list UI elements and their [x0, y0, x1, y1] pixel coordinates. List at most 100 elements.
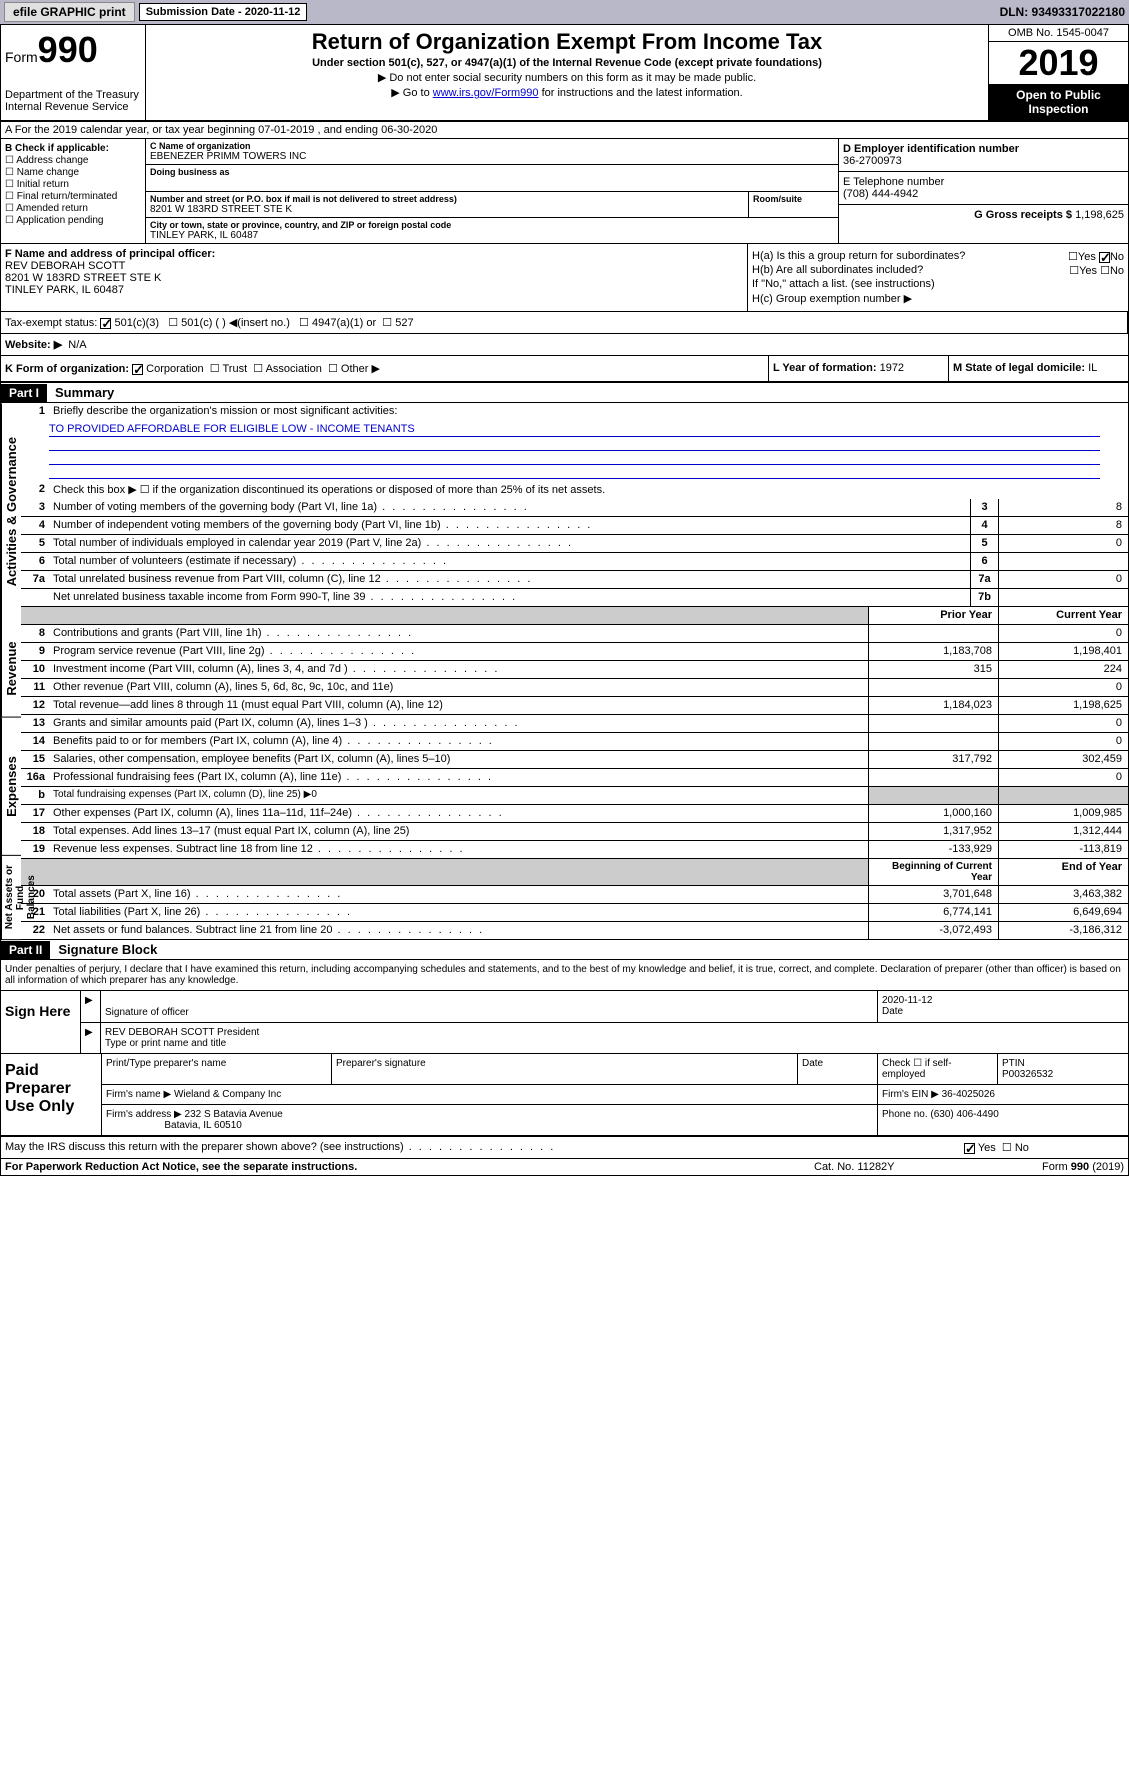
l20-prior: 3,701,648 [868, 886, 998, 903]
chk-address-change[interactable]: ☐ Address change [5, 155, 141, 166]
type-name-label: Type or print name and title [105, 1038, 1124, 1049]
discuss-text: May the IRS discuss this return with the… [5, 1141, 964, 1154]
dept-treasury: Department of the Treasury [5, 89, 141, 101]
gross-receipts: 1,198,625 [1075, 209, 1124, 221]
c-name-label: C Name of organization [150, 141, 834, 151]
l20-curr: 3,463,382 [998, 886, 1128, 903]
form-number: 990 [38, 29, 98, 70]
irs-link[interactable]: www.irs.gov/Form990 [433, 87, 539, 99]
l8-curr: 0 [998, 625, 1128, 642]
paid-preparer: Paid Preparer Use Only Print/Type prepar… [1, 1053, 1128, 1137]
date-label: Date [882, 1006, 1124, 1017]
m-label: M State of legal domicile: [953, 362, 1085, 374]
firm-addr-label: Firm's address ▶ [106, 1109, 182, 1120]
section-f: F Name and address of principal officer:… [1, 244, 748, 311]
efile-btn[interactable]: efile GRAPHIC print [4, 2, 135, 22]
l11-prior [868, 679, 998, 696]
l1-desc: Briefly describe the organization's miss… [49, 403, 1128, 421]
side-governance: Activities & Governance [1, 403, 21, 620]
ha-label: H(a) Is this a group return for subordin… [752, 250, 965, 262]
l9-curr: 1,198,401 [998, 643, 1128, 660]
l22-curr: -3,186,312 [998, 922, 1128, 939]
tax-year: 2019 [989, 42, 1128, 84]
officer-name: REV DEBORAH SCOTT [5, 260, 743, 272]
eoy-hdr: End of Year [998, 859, 1128, 885]
section-i: Tax-exempt status: 501(c)(3) ☐ 501(c) ( … [1, 312, 1128, 334]
note-ssn: ▶ Do not enter social security numbers o… [154, 71, 980, 84]
l11-curr: 0 [998, 679, 1128, 696]
irs: Internal Revenue Service [5, 101, 141, 113]
chk-name-change[interactable]: ☐ Name change [5, 167, 141, 178]
l13-curr: 0 [998, 715, 1128, 732]
l16a-curr: 0 [998, 769, 1128, 786]
l16a-desc: Professional fundraising fees (Part IX, … [49, 769, 868, 786]
l5-desc: Total number of individuals employed in … [49, 535, 970, 552]
l10-curr: 224 [998, 661, 1128, 678]
firm-addr1: 232 S Batavia Avenue [185, 1109, 283, 1120]
side-netassets: Net Assets or Fund Balances [1, 856, 21, 940]
chk-corporation [132, 364, 143, 375]
section-c: C Name of organization EBENEZER PRIMM TO… [146, 139, 838, 243]
prior-year-hdr: Prior Year [868, 607, 998, 624]
section-klm: K Form of organization: Corporation ☐ Tr… [1, 356, 1128, 383]
ein: 36-2700973 [843, 155, 1124, 167]
sig-date: 2020-11-12 [882, 995, 1124, 1006]
ha-no-checked [1099, 252, 1110, 263]
sig-officer-label: Signature of officer [101, 991, 878, 1022]
e-label: E Telephone number [843, 176, 1124, 188]
l14-prior [868, 733, 998, 750]
firm-ein: 36-4025026 [942, 1089, 995, 1100]
dba-label: Doing business as [150, 167, 834, 177]
k-label: K Form of organization: [5, 363, 129, 375]
l5-val: 0 [998, 535, 1128, 552]
section-fh: F Name and address of principal officer:… [1, 244, 1128, 312]
side-revenue: Revenue [1, 620, 21, 718]
footer: For Paperwork Reduction Act Notice, see … [1, 1158, 1128, 1175]
l12-curr: 1,198,625 [998, 697, 1128, 714]
chk-app-pending[interactable]: ☐ Application pending [5, 215, 141, 226]
l4-val: 8 [998, 517, 1128, 534]
section-deg: D Employer identification number36-27009… [838, 139, 1128, 243]
submission-date: Submission Date - 2020-11-12 [139, 3, 308, 21]
part2-badge: Part II [1, 941, 50, 959]
part1-title: Summary [47, 383, 122, 402]
l21-curr: 6,649,694 [998, 904, 1128, 921]
l9-desc: Program service revenue (Part VIII, line… [49, 643, 868, 660]
ptin-label: PTIN [1002, 1058, 1124, 1069]
officer-printed: REV DEBORAH SCOTT President [105, 1027, 1124, 1038]
f-label: F Name and address of principal officer: [5, 248, 743, 260]
l3-desc: Number of voting members of the governin… [49, 499, 970, 516]
chk-amended[interactable]: ☐ Amended return [5, 203, 141, 214]
l9-prior: 1,183,708 [868, 643, 998, 660]
l14-curr: 0 [998, 733, 1128, 750]
cat-no: Cat. No. 11282Y [814, 1161, 974, 1173]
paid-label: Paid Preparer Use Only [1, 1054, 101, 1135]
section-h: H(a) Is this a group return for subordin… [748, 244, 1128, 311]
l19-curr: -113,819 [998, 841, 1128, 858]
hb-label: H(b) Are all subordinates included? [752, 264, 923, 276]
firm-ein-label: Firm's EIN ▶ [882, 1089, 939, 1100]
form-subtitle: Under section 501(c), 527, or 4947(a)(1)… [154, 57, 980, 69]
l18-curr: 1,312,444 [998, 823, 1128, 840]
form-990: Form990 Department of the Treasury Inter… [0, 24, 1129, 1176]
l20-desc: Total assets (Part X, line 16) [49, 886, 868, 903]
pra-notice: For Paperwork Reduction Act Notice, see … [5, 1161, 814, 1173]
perjury-text: Under penalties of perjury, I declare th… [1, 960, 1128, 990]
part2-title: Signature Block [50, 940, 165, 959]
topbar: efile GRAPHIC print Submission Date - 20… [0, 0, 1129, 24]
chk-final-return[interactable]: ☐ Final return/terminated [5, 191, 141, 202]
l8-desc: Contributions and grants (Part VIII, lin… [49, 625, 868, 642]
mission-block: TO PROVIDED AFFORDABLE FOR ELIGIBLE LOW … [21, 421, 1128, 481]
chk-initial-return[interactable]: ☐ Initial return [5, 179, 141, 190]
l13-desc: Grants and similar amounts paid (Part IX… [49, 715, 868, 732]
sign-here-row: Sign Here ▶ Signature of officer 2020-11… [1, 990, 1128, 1053]
org-name: EBENEZER PRIMM TOWERS INC [150, 151, 834, 162]
l10-desc: Investment income (Part VIII, column (A)… [49, 661, 868, 678]
firm-addr2: Batavia, IL 60510 [164, 1120, 241, 1131]
telephone: (708) 444-4942 [843, 188, 1124, 200]
l15-curr: 302,459 [998, 751, 1128, 768]
check-self: Check ☐ if self-employed [878, 1054, 998, 1084]
l8-prior [868, 625, 998, 642]
form-footer: Form 990 (2019) [974, 1161, 1124, 1173]
chk-501c3 [100, 318, 111, 329]
